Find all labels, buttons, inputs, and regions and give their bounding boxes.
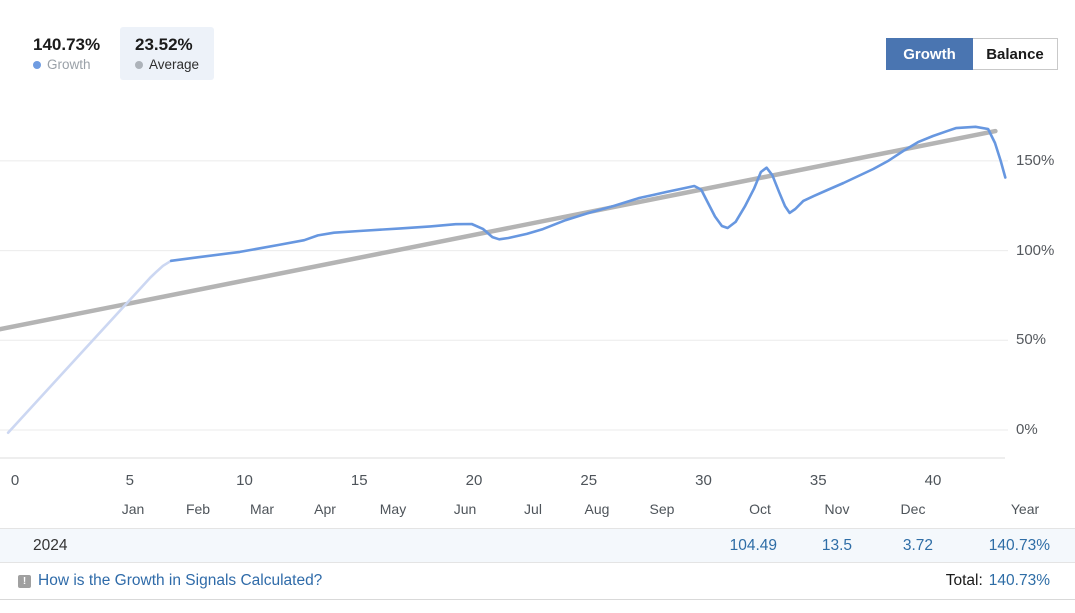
y-tick-label: 150% [1016,151,1055,169]
month-label: Dec [900,501,926,517]
help-link-text: How is the Growth in Signals Calculated? [38,572,323,589]
help-icon: ! [18,574,31,588]
y-tick-label: 0% [1016,421,1038,438]
growth-stat-label: Growth [47,57,91,72]
year-summary-row: 2024 104.49 13.5 3.72 140.73% [0,528,1075,563]
month-label: Feb [185,501,211,517]
x-axis-month-labels: Jan Feb Mar Apr May Jun Jul Aug Sep Oct Nov Dec Year [0,501,1075,519]
growth-tab-button[interactable]: Growth [886,38,973,70]
x-tick-label: 35 [809,472,827,489]
month-label: Oct [749,501,771,517]
growth-stat-legend[interactable]: 140.73% Growth [18,27,115,80]
month-label: Jul [524,501,542,517]
growth-legend-dot-icon [33,60,41,69]
year-value-3: 3.72 [902,536,933,554]
x-tick-label: 0 [10,472,20,489]
y-tick-label: 50% [1016,331,1047,349]
x-tick-label: 25 [580,472,598,489]
growth-line [169,125,1007,263]
growth-chart[interactable] [0,0,1075,465]
year-label: 2024 [33,536,68,554]
chart-mode-toggle: Growth Balance [886,38,1058,70]
month-label: Jun [453,501,477,517]
x-tick-label: 10 [236,472,253,489]
growth-stat-value: 140.73% [33,35,101,54]
year-value-2: 13.5 [821,536,852,554]
year-value-1: 104.49 [729,536,777,554]
month-label: Aug [584,501,610,517]
month-label: Year [1010,501,1040,517]
x-axis-week-labels: 0 5 10 15 20 25 30 35 40 [0,472,1075,490]
month-label: Sep [649,501,675,517]
average-trend-line [0,128,998,332]
footer-row: ! How is the Growth in Signals Calculate… [0,563,1075,600]
average-stat-legend[interactable]: 23.52% Average [120,27,215,80]
month-label: Nov [824,501,850,517]
growth-help-link[interactable]: ! How is the Growth in Signals Calculate… [18,563,322,599]
x-tick-label: 40 [924,472,942,489]
month-label: Mar [249,501,275,517]
year-growth-total: 140.73% [988,536,1050,554]
average-stat-label: Average [149,57,200,72]
balance-tab-button[interactable]: Balance [973,38,1058,70]
growth-unconfirmed-line [6,259,173,435]
average-legend-dot-icon [135,60,143,69]
month-label: May [379,501,407,517]
month-label: Jan [121,501,145,517]
month-label: Apr [314,501,336,517]
total-label: Total: [945,572,983,589]
x-tick-label: 20 [465,472,483,489]
y-tick-label: 100% [1016,241,1055,259]
average-stat-value: 23.52% [135,35,193,54]
total-summary: Total: 140.73% [946,563,1050,599]
x-tick-label: 15 [350,472,368,489]
x-tick-label: 30 [695,472,712,489]
total-value: 140.73% [988,572,1050,589]
x-tick-label: 5 [125,472,134,489]
